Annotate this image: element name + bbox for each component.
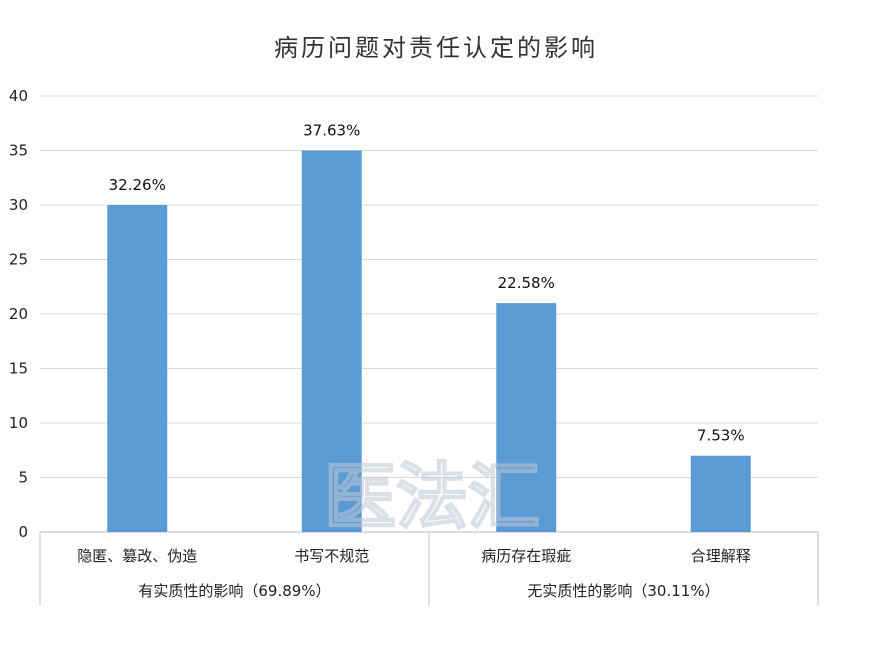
y-tick-label: 35 xyxy=(9,142,28,160)
y-axis-ticks: 0 5 10 15 20 25 30 35 40 xyxy=(9,87,28,541)
data-label: 22.58% xyxy=(498,274,555,292)
y-tick-label: 15 xyxy=(9,360,28,378)
chart-title: 病历问题对责任认定的影响 xyxy=(274,34,598,62)
watermark: 医法汇 xyxy=(324,455,540,539)
bars xyxy=(107,150,751,532)
data-labels: 32.26% 37.63% 22.58% 7.53% xyxy=(109,122,745,445)
category-label: 书写不规范 xyxy=(294,547,369,565)
y-tick-label: 25 xyxy=(9,251,28,269)
category-axis: 隐匿、篡改、伪造 书写不规范 病历存在瑕疵 合理解释 xyxy=(77,547,751,565)
y-tick-label: 0 xyxy=(18,523,28,541)
gridlines xyxy=(40,95,818,533)
y-tick-label: 10 xyxy=(9,414,28,432)
category-label: 合理解释 xyxy=(691,547,751,565)
bar xyxy=(496,303,557,532)
group-label: 无实质性的影响（30.11%） xyxy=(527,582,719,600)
y-tick-label: 20 xyxy=(9,305,28,323)
data-label: 7.53% xyxy=(697,427,745,445)
group-label: 有实质性的影响（69.89%） xyxy=(138,582,330,600)
bar xyxy=(690,455,751,532)
category-groups: 有实质性的影响（69.89%） 无实质性的影响（30.11%） xyxy=(39,532,819,606)
y-tick-label: 40 xyxy=(9,87,28,105)
bar xyxy=(107,205,168,532)
y-tick-label: 5 xyxy=(18,469,28,487)
category-label: 病历存在瑕疵 xyxy=(481,547,571,565)
category-label: 隐匿、篡改、伪造 xyxy=(77,547,197,565)
data-label: 37.63% xyxy=(303,122,360,140)
data-label: 32.26% xyxy=(109,176,166,194)
y-tick-label: 30 xyxy=(9,196,28,214)
bar xyxy=(301,150,362,532)
